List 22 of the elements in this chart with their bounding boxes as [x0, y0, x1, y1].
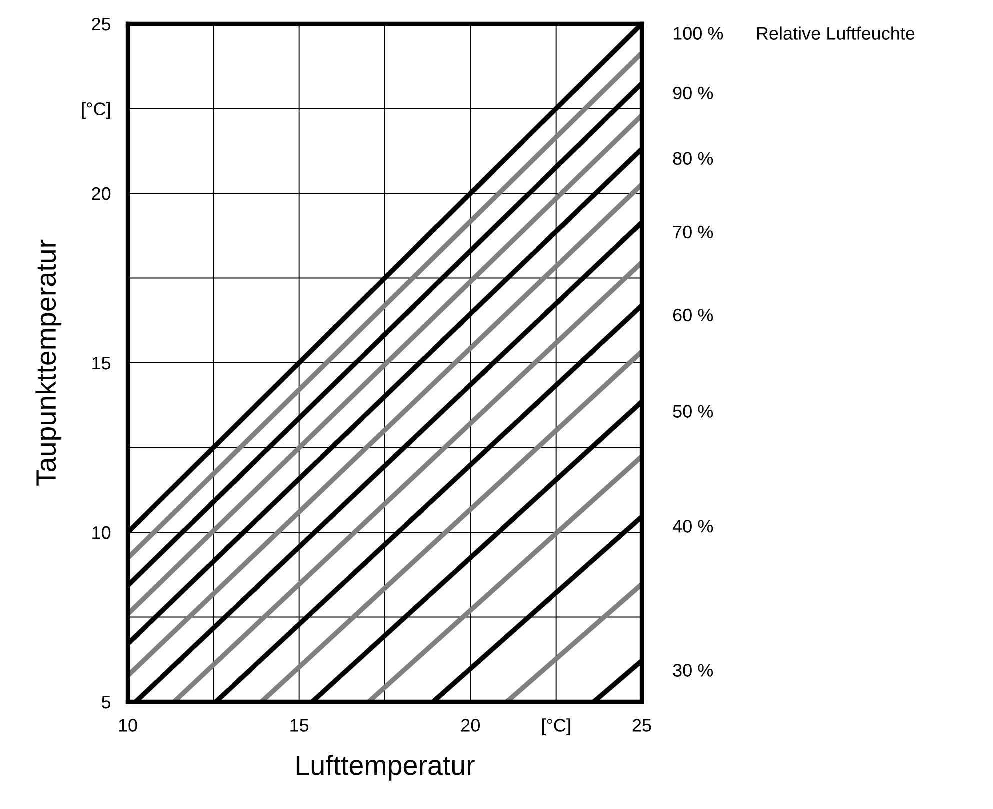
y-tick-label: 5 — [102, 696, 111, 709]
y-axis-title: Taupunkttemperatur — [36, 240, 62, 486]
x-tick-label: 20 — [462, 719, 480, 732]
text: Relative Luftfeuchte — [757, 26, 915, 40]
x-tick-label: 10 — [119, 719, 138, 732]
y-tick-label: 15 — [92, 357, 111, 370]
series-label: 90 % — [673, 86, 714, 100]
series-label: 30 % — [673, 664, 714, 677]
series-label: 70 % — [673, 226, 714, 239]
series-label: 50 % — [673, 405, 714, 418]
series-label: 100 % — [674, 27, 724, 40]
x-tick-label: [°C] — [542, 718, 570, 736]
series-label: 40 % — [672, 520, 714, 533]
y-tick-label: 10 — [92, 526, 111, 540]
y-tick-label: [°C] — [82, 102, 110, 120]
y-tick-label: 25 — [92, 18, 111, 31]
x-tick-label: 25 — [632, 719, 652, 732]
y-tick-label: 20 — [92, 187, 111, 200]
x-axis-title: Lufttemperatur — [296, 754, 475, 781]
series-label: 80 % — [673, 152, 714, 166]
x-tick-label: 15 — [290, 719, 309, 732]
series-label: 60 % — [673, 308, 714, 322]
